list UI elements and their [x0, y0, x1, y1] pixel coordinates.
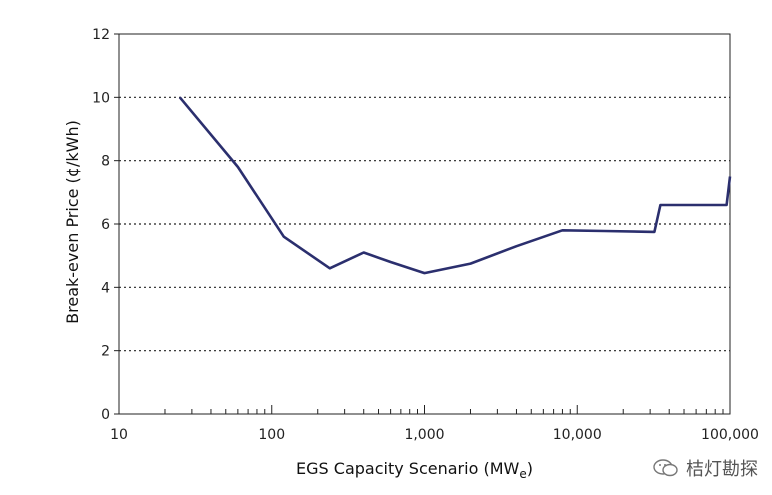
x-axis-title-main: EGS Capacity Scenario (MW — [296, 459, 519, 478]
watermark: 桔灯勘探 — [652, 455, 758, 481]
y-tick-label: 12 — [92, 27, 110, 43]
series-layer — [178, 96, 732, 275]
series-line — [178, 96, 732, 275]
y-tick-label: 8 — [101, 154, 110, 170]
x-tick-label: 1,000 — [404, 427, 444, 443]
grid-lines — [119, 96, 730, 352]
x-tick-label: 100 — [258, 427, 285, 443]
x-axis-title-subscript: e — [519, 467, 526, 481]
y-tick-label: 4 — [101, 280, 110, 296]
y-tick-label: 0 — [101, 407, 110, 423]
watermark-text: 桔灯勘探 — [686, 459, 758, 480]
x-axis: 10 100 1,000 10,000 100,000 — [110, 405, 759, 443]
x-tick-label: 10,000 — [553, 427, 602, 443]
x-axis-title: EGS Capacity Scenario (MWe) — [296, 459, 533, 481]
y-tick-label: 10 — [92, 90, 110, 106]
y-tick-label: 2 — [101, 344, 110, 360]
x-tick-label: 100,000 — [701, 427, 759, 443]
y-tick-label: 6 — [101, 217, 110, 233]
y-axis-title: Break-even Price (¢/kWh) — [63, 120, 82, 324]
x-tick-label: 10 — [110, 427, 128, 443]
x-axis-title-end: ) — [527, 459, 533, 478]
wechat-icon — [653, 459, 678, 477]
y-axis: 0 2 4 6 8 10 12 — [92, 27, 119, 423]
